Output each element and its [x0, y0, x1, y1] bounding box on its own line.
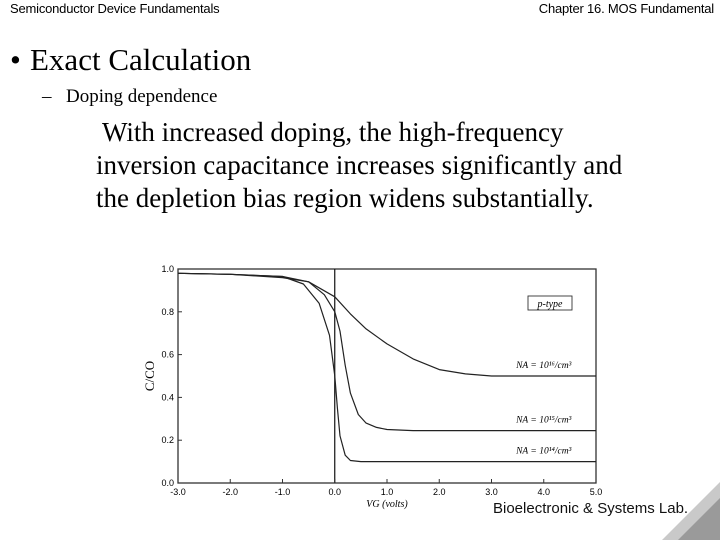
- x-tick-label: 1.0: [381, 487, 394, 497]
- bullet-heading: • Exact Calculation: [10, 42, 251, 78]
- y-tick-label: 1.0: [161, 264, 174, 274]
- header-course-title: Semiconductor Device Fundamentals: [10, 1, 220, 16]
- series-label: NA = 10¹⁴/cm³: [515, 447, 571, 457]
- legend-box: [527, 295, 573, 311]
- x-tick-label: 5.0: [590, 487, 603, 497]
- y-tick-label: 0.6: [161, 350, 174, 360]
- x-tick-label: 3.0: [485, 487, 498, 497]
- y-tick-label: 0.0: [161, 478, 174, 488]
- paragraph-line-2: inversion capacitance increases signific…: [96, 150, 623, 180]
- x-tick-label: -1.0: [275, 487, 291, 497]
- heading-text: Exact Calculation: [30, 42, 252, 77]
- sub-bullet-symbol: –: [42, 86, 52, 107]
- paragraph-line-1: With increased doping, the high-frequenc…: [102, 117, 564, 147]
- sub-bullet: – Doping dependence: [42, 86, 217, 108]
- header-chapter-title: Chapter 16. MOS Fundamental: [538, 1, 714, 16]
- cv-chart: -3.0 -2.0 -1.0 0.0 1.0 2.0 3.0 4.0 5.0 0.0 0.2 0.4 0…: [142, 264, 603, 510]
- x-axis-label: VG (volts): [366, 499, 408, 510]
- x-tick-label: -3.0: [170, 487, 186, 497]
- x-tick-label: 2.0: [433, 487, 446, 497]
- corner-pattern-inner: [678, 498, 720, 540]
- bullet-symbol: •: [10, 42, 21, 77]
- legend-text: p-type: [537, 299, 564, 310]
- series-label: NA = 10¹⁶/cm³: [515, 361, 571, 371]
- series-label: NA = 10¹⁵/cm³: [515, 416, 571, 426]
- y-tick-label: 0.2: [161, 435, 174, 445]
- x-tick-label: 0.0: [328, 487, 341, 497]
- footer-lab-name: Bioelectronic & Systems Lab.: [493, 500, 689, 517]
- sub-bullet-text: Doping dependence: [66, 86, 218, 107]
- y-tick-label: 0.8: [161, 307, 174, 317]
- series-line: [177, 272, 596, 432]
- corner-decoration: [662, 482, 720, 540]
- series-line: [177, 272, 596, 463]
- description-paragraph: With increased doping, the high-frequenc…: [96, 116, 696, 215]
- y-axis-label: C/CO: [142, 361, 157, 391]
- x-tick-label: -2.0: [222, 487, 238, 497]
- y-tick-label: 0.4: [161, 392, 174, 402]
- paragraph-line-3: the depletion bias region widens substan…: [96, 183, 594, 213]
- x-tick-label: 4.0: [537, 487, 550, 497]
